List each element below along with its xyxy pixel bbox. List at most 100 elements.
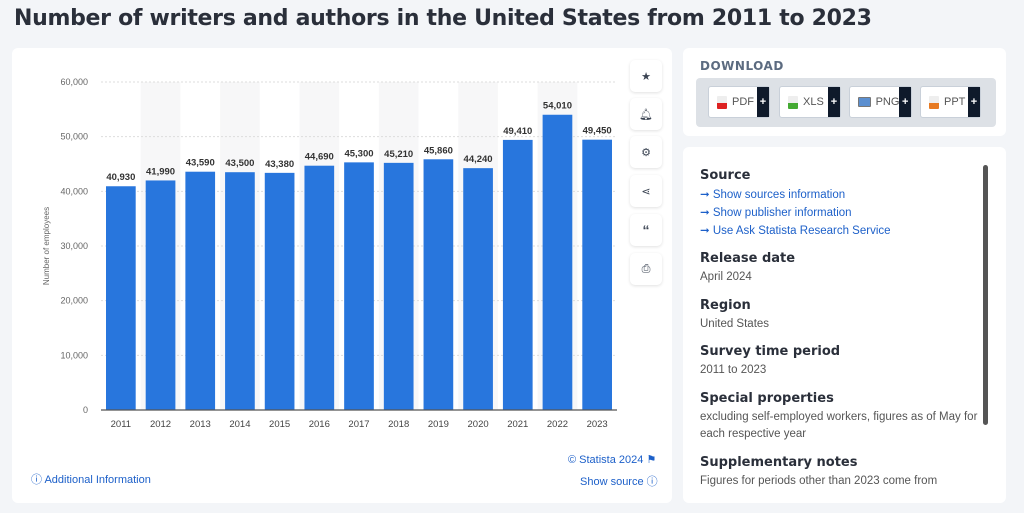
png-image-icon	[858, 97, 871, 107]
special-value: excluding self-employed workers, figures…	[700, 411, 978, 440]
info-icon: ⓘ	[646, 476, 658, 488]
data-label: 45,210	[384, 149, 413, 160]
pdf-label: PDF	[732, 96, 754, 108]
bar	[344, 162, 374, 410]
region-value: United States	[700, 318, 770, 330]
x-tick-label: 2018	[388, 419, 409, 430]
data-label: 49,410	[503, 126, 532, 137]
plus-icon: +	[757, 87, 769, 117]
data-label: 44,240	[464, 154, 493, 165]
x-tick-label: 2012	[150, 419, 171, 430]
copyright-label: © Statista 2024	[568, 454, 644, 466]
show-publisher-link[interactable]: ➞ Show publisher information	[700, 207, 852, 219]
print-icon[interactable]: ⎙	[630, 253, 662, 285]
plus-icon: +	[968, 87, 980, 117]
data-label: 45,300	[344, 148, 373, 159]
additional-label: Additional Information	[44, 474, 151, 486]
download-pdf-button[interactable]: PDF +	[708, 86, 770, 118]
bar	[264, 172, 295, 410]
ppt-file-icon	[929, 95, 939, 109]
bar	[225, 172, 255, 410]
data-label: 45,860	[424, 145, 453, 156]
period-heading: Survey time period	[700, 344, 841, 359]
copyright-link[interactable]: © Statista 2024 ⚑	[568, 453, 656, 466]
info-panel: Source ➞ Show sources information ➞ Show…	[683, 147, 1006, 503]
bar	[423, 159, 454, 410]
flag-icon: ⚑	[646, 454, 657, 466]
source-heading: Source	[700, 168, 751, 183]
x-tick-label: 2011	[111, 419, 131, 430]
y-tick-label: 20,000	[60, 296, 88, 306]
ask-statista-link[interactable]: ➞ Use Ask Statista Research Service	[700, 225, 891, 237]
download-title: DOWNLOAD	[700, 59, 784, 73]
info-icon: ⓘ	[31, 474, 45, 486]
download-xls-button[interactable]: XLS +	[779, 86, 841, 118]
region-heading: Region	[700, 298, 751, 313]
download-ppt-button[interactable]: PPT +	[920, 86, 981, 118]
y-axis-label: Number of employees	[42, 207, 51, 285]
x-tick-label: 2016	[309, 419, 330, 430]
special-heading: Special properties	[700, 391, 834, 406]
y-tick-label: 60,000	[60, 77, 88, 87]
period-value: 2011 to 2023	[700, 364, 767, 376]
data-label: 49,450	[583, 126, 612, 137]
x-tick-label: 2017	[348, 419, 369, 430]
download-png-button[interactable]: PNG +	[849, 86, 912, 118]
xls-file-icon	[788, 95, 798, 109]
x-tick-label: 2023	[587, 419, 608, 430]
bar	[304, 165, 335, 410]
link-label: Show sources information	[712, 189, 846, 201]
x-tick-label: 2022	[547, 419, 568, 430]
bar	[502, 139, 533, 410]
x-tick-label: 2019	[428, 419, 449, 430]
plus-icon: +	[899, 87, 911, 117]
pdf-file-icon	[717, 95, 727, 109]
release-date: April 2024	[700, 271, 752, 283]
link-label: Use Ask Statista Research Service	[712, 225, 891, 237]
bar	[463, 168, 493, 410]
quote-icon[interactable]: “	[630, 214, 662, 246]
x-tick-label: 2021	[507, 419, 528, 430]
y-tick-label: 40,000	[60, 186, 88, 196]
share-icon[interactable]: ⋖	[630, 175, 662, 207]
data-label: 54,010	[543, 101, 572, 112]
favorite-star-icon[interactable]: ★	[630, 60, 662, 92]
download-panel: DOWNLOAD PDF + XLS + PNG + PPT +	[683, 48, 1006, 136]
ppt-label: PPT	[944, 96, 966, 108]
data-label: 41,990	[146, 166, 175, 177]
show-source-label: Show source	[580, 476, 644, 488]
bar	[582, 139, 612, 410]
data-label: 44,690	[305, 152, 334, 163]
png-label: PNG	[875, 96, 900, 108]
bar	[106, 186, 136, 410]
y-tick-label: 30,000	[60, 241, 88, 251]
bar	[185, 171, 216, 410]
bell-icon[interactable]: 🔔︎	[630, 98, 662, 130]
y-tick-label: 10,000	[60, 350, 88, 360]
notes-value: Figures for periods other than 2023 come…	[700, 475, 938, 487]
x-tick-label: 2020	[468, 419, 489, 430]
plus-icon: +	[828, 87, 840, 117]
data-label: 43,590	[186, 158, 215, 169]
bar	[145, 180, 176, 410]
notes-heading: Supplementary notes	[700, 455, 858, 470]
x-tick-label: 2015	[269, 419, 290, 430]
release-heading: Release date	[700, 251, 796, 266]
additional-information-link[interactable]: ⓘ Additional Information	[31, 471, 151, 487]
data-label: 40,930	[106, 172, 135, 183]
link-label: Show publisher information	[712, 207, 852, 219]
show-source-link[interactable]: Show source ⓘ	[580, 473, 658, 489]
bar	[383, 162, 414, 410]
gear-icon[interactable]: ⚙	[630, 136, 662, 168]
x-tick-label: 2014	[229, 419, 250, 430]
data-label: 43,500	[225, 158, 254, 169]
scrollbar[interactable]	[983, 165, 988, 425]
show-sources-link[interactable]: ➞ Show sources information	[700, 189, 846, 201]
xls-label: XLS	[803, 96, 824, 108]
y-tick-label: 0	[83, 405, 88, 415]
bar	[542, 114, 573, 410]
page-title: Number of writers and authors in the Uni…	[14, 6, 872, 31]
y-tick-label: 50,000	[60, 132, 88, 142]
x-tick-label: 2013	[190, 419, 211, 430]
